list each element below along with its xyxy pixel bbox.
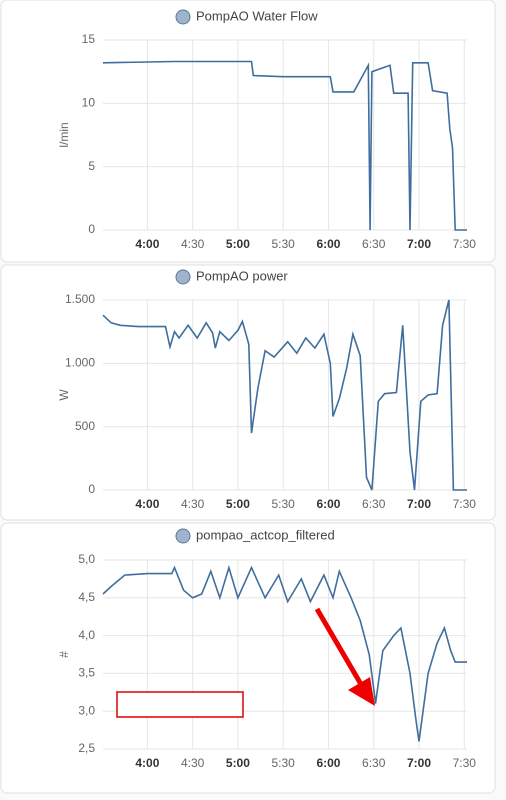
x-tick-label: 6:00	[316, 237, 340, 251]
y-tick-label: 500	[75, 419, 95, 433]
chart-title: pompao_actcop_filtered	[196, 527, 335, 542]
y-tick-label: 10	[82, 96, 96, 110]
x-tick-label: 5:30	[272, 497, 296, 511]
legend-icon	[175, 269, 191, 285]
series-line	[102, 299, 467, 491]
y-tick-label: 4,0	[78, 628, 95, 642]
arrow	[314, 607, 365, 688]
card	[0, 0, 496, 263]
y-tick-label: 5,0	[78, 552, 95, 566]
x-tick-label: 7:30	[453, 237, 477, 251]
x-tick-label: 7:30	[453, 497, 477, 511]
y-axis-label: #	[57, 651, 71, 658]
x-tick-label: 4:30	[181, 756, 205, 770]
x-tick-label: 4:30	[181, 497, 205, 511]
chart-title: PompAO power	[196, 268, 288, 283]
x-tick-label: 4:00	[135, 237, 159, 251]
x-tick-label: 5:30	[272, 237, 296, 251]
y-tick-label: 0	[88, 482, 95, 496]
y-tick-label: 15	[82, 32, 96, 46]
series-line	[102, 564, 467, 742]
y-axis-label: l/min	[57, 122, 71, 147]
annotation-box	[116, 691, 244, 718]
x-tick-label: 7:30	[453, 756, 477, 770]
card	[0, 522, 496, 794]
x-tick-label: 5:00	[226, 237, 250, 251]
x-tick-label: 5:00	[226, 756, 250, 770]
charts: PompAO Water Flow l/min 0 5 10 15 4:00 4:30 5:00…	[57, 8, 476, 770]
y-axis-label: W	[57, 389, 71, 401]
y-tick-label: 1.000	[65, 356, 95, 370]
x-tick-label: 6:30	[362, 237, 386, 251]
x-tick-label: 6:00	[316, 497, 340, 511]
y-tick-label: 5	[88, 159, 95, 173]
y-tick-label: 0	[88, 222, 95, 236]
y-tick-label: 2,5	[78, 741, 95, 755]
legend-icon	[175, 9, 191, 25]
y-tick-label: 4,5	[78, 590, 95, 604]
x-tick-label: 5:30	[272, 756, 296, 770]
card	[0, 264, 496, 521]
x-tick-label: 4:00	[135, 756, 159, 770]
x-tick-label: 5:00	[226, 497, 250, 511]
x-tick-label: 7:00	[407, 497, 431, 511]
series-line	[102, 60, 467, 231]
arrow-head	[348, 677, 375, 706]
x-tick-label: 4:30	[181, 237, 205, 251]
x-tick-label: 6:00	[316, 756, 340, 770]
x-tick-label: 7:00	[407, 237, 431, 251]
legend-icon	[175, 528, 191, 544]
x-tick-label: 6:30	[362, 756, 386, 770]
x-tick-label: 7:00	[407, 756, 431, 770]
y-tick-label: 1.500	[65, 292, 95, 306]
y-tick-label: 3,5	[78, 666, 95, 680]
x-tick-label: 6:30	[362, 497, 386, 511]
chart-title: PompAO Water Flow	[196, 8, 318, 23]
x-tick-label: 4:00	[135, 497, 159, 511]
y-tick-label: 3,0	[78, 703, 95, 717]
